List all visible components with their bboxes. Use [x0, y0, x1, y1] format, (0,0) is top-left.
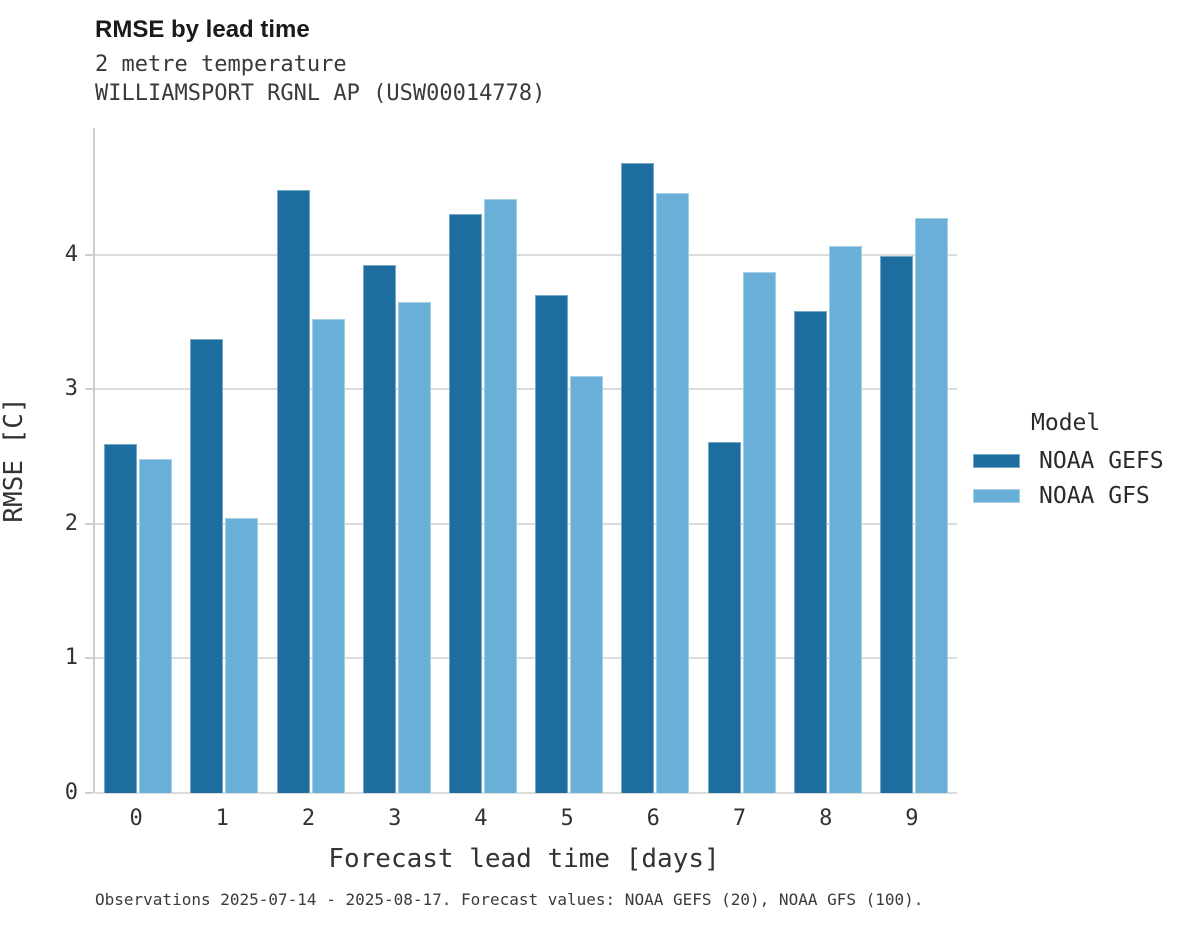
bar-noaa-gefs-lead-3 [362, 265, 396, 793]
y-tick-label-3: 3 [64, 376, 78, 402]
legend-entry-noaa-gefs: NOAA GEFS [973, 448, 1164, 474]
legend-swatch-noaa-gefs [973, 454, 1020, 468]
x-tick-label-8: 8 [819, 806, 833, 831]
x-tick-label-2: 2 [301, 806, 316, 831]
y-tick-label-2: 2 [64, 510, 78, 536]
bar-noaa-gefs-lead-4 [448, 214, 482, 793]
x-tick-label-7: 7 [732, 806, 747, 831]
gridline-y-0 [95, 792, 957, 794]
legend-swatch-noaa-gfs [973, 489, 1020, 503]
bar-noaa-gefs-lead-2 [276, 189, 310, 793]
y-tick-label-0: 0 [64, 780, 78, 805]
gridline-y-4 [95, 253, 957, 256]
x-tick-label-0: 0 [129, 806, 143, 831]
chart-subtitle-station: WILLIAMSPORT RGNL AP (USW00014778) [95, 81, 546, 106]
bar-group-lead-6 [612, 128, 698, 793]
bar-noaa-gfs-lead-0 [139, 459, 173, 793]
bars-layer [95, 128, 957, 793]
bar-noaa-gefs-lead-7 [707, 441, 741, 793]
bar-noaa-gfs-lead-2 [311, 319, 345, 793]
legend-label-noaa-gefs: NOAA GEFS [1039, 448, 1164, 474]
bar-group-lead-7 [698, 128, 784, 793]
x-tick-label-3: 3 [388, 806, 402, 831]
bar-noaa-gefs-lead-1 [190, 339, 224, 793]
y-tick-label-4: 4 [64, 241, 78, 267]
bar-noaa-gfs-lead-5 [570, 375, 604, 793]
bar-noaa-gefs-lead-6 [621, 163, 655, 793]
y-axis-label: RMSE [C] [0, 397, 29, 523]
bar-noaa-gefs-lead-9 [879, 255, 913, 793]
y-tick-mark-3 [85, 388, 93, 391]
legend-title: Model [1031, 410, 1101, 436]
bar-noaa-gfs-lead-6 [656, 192, 690, 793]
bar-group-lead-3 [354, 128, 440, 793]
bar-noaa-gfs-lead-9 [914, 218, 948, 793]
bar-group-lead-0 [95, 128, 181, 793]
x-axis-label: Forecast lead time [days] [328, 844, 720, 874]
bar-noaa-gefs-lead-8 [793, 311, 827, 793]
y-tick-label-1: 1 [64, 645, 78, 671]
plot-area [85, 128, 957, 794]
x-tick-label-9: 9 [905, 806, 919, 831]
x-tick-label-5: 5 [560, 806, 574, 831]
bar-group-lead-8 [785, 128, 871, 793]
bar-noaa-gefs-lead-5 [535, 294, 569, 793]
bar-group-lead-4 [440, 128, 526, 793]
y-tick-mark-2 [85, 522, 93, 525]
x-tick-label-4: 4 [474, 806, 488, 831]
y-tick-mark-0 [85, 792, 93, 794]
x-tick-label-6: 6 [646, 806, 660, 831]
bar-group-lead-2 [267, 128, 353, 793]
bar-group-lead-9 [871, 128, 957, 793]
chart-subtitle-variable: 2 metre temperature [95, 52, 347, 77]
y-tick-mark-1 [85, 657, 93, 660]
bar-group-lead-1 [181, 128, 267, 793]
bar-noaa-gfs-lead-3 [397, 301, 431, 793]
bar-noaa-gfs-lead-7 [742, 272, 776, 793]
legend: Model NOAA GEFS NOAA GFS [973, 410, 1164, 520]
bar-noaa-gfs-lead-8 [828, 246, 862, 793]
gridline-y-2 [95, 522, 957, 525]
y-tick-mark-4 [85, 253, 93, 256]
bar-group-lead-5 [526, 128, 612, 793]
bar-noaa-gfs-lead-4 [483, 199, 517, 793]
legend-label-noaa-gfs: NOAA GFS [1039, 483, 1150, 509]
footer-caption: Observations 2025-07-14 - 2025-08-17. Fo… [95, 890, 924, 909]
bar-noaa-gfs-lead-1 [225, 518, 259, 793]
chart-title: RMSE by lead time [95, 16, 310, 43]
x-tick-label-1: 1 [215, 806, 229, 831]
gridline-y-1 [95, 657, 957, 660]
gridline-y-3 [95, 388, 957, 391]
bar-noaa-gefs-lead-0 [104, 444, 138, 793]
legend-entry-noaa-gfs: NOAA GFS [973, 483, 1164, 509]
